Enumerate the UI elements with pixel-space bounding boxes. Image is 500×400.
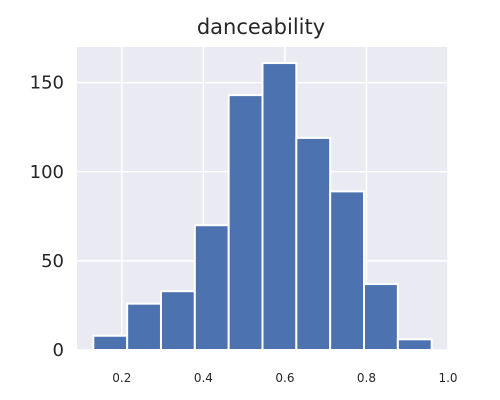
- x-tick-label-3: 0.8: [357, 371, 376, 385]
- y-axis-ticks: 0 50 100 150: [30, 73, 64, 361]
- x-tick-label-0: 0.2: [112, 371, 131, 385]
- bar-6: [295, 136, 332, 351]
- y-tick-label-1: 50: [41, 251, 64, 272]
- bar-1: [126, 302, 162, 351]
- bar-4: [227, 94, 264, 351]
- bar-8: [363, 283, 399, 352]
- y-tick-label-2: 100: [30, 162, 64, 183]
- bar-7: [329, 190, 366, 351]
- bar-9: [396, 338, 433, 351]
- x-tick-label-4: 1.0: [438, 371, 457, 385]
- x-tick-label-1: 0.4: [194, 371, 213, 385]
- bar-3: [193, 224, 230, 351]
- x-axis-ticks: 0.2 0.4 0.6 0.8 1.0: [112, 371, 457, 385]
- bar-0: [92, 334, 129, 352]
- y-tick-label-3: 150: [30, 73, 64, 94]
- histogram-bars: [92, 62, 433, 352]
- bar-5: [261, 62, 298, 352]
- chart-title: danceability: [197, 15, 325, 39]
- bar-2: [159, 290, 196, 351]
- x-tick-label-2: 0.6: [275, 371, 294, 385]
- y-tick-label-0: 0: [53, 340, 64, 361]
